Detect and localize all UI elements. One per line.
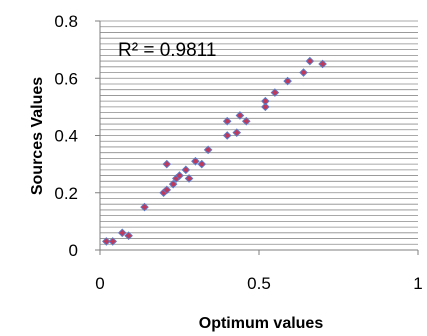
data-point [222, 131, 232, 140]
data-point [203, 145, 213, 155]
data-point [232, 128, 242, 137]
data-point [270, 88, 280, 97]
data-point [117, 228, 127, 238]
y-tick-label: 0.6 [54, 69, 78, 88]
data-points [102, 56, 327, 246]
data-point [261, 96, 270, 106]
y-tick-label: 0 [69, 241, 78, 260]
data-point [124, 231, 133, 240]
data-point [102, 237, 111, 246]
data-point [184, 174, 194, 183]
x-tick-label: 0 [95, 274, 104, 293]
grid-lines [100, 20, 418, 245]
data-point [222, 116, 232, 126]
data-point [261, 102, 270, 112]
data-point [175, 171, 184, 180]
data-point [191, 156, 200, 166]
x-tick-label: 1 [413, 274, 422, 293]
data-point [162, 185, 172, 195]
data-point [140, 202, 149, 212]
r-squared-annotation: R² = 0.9811 [118, 40, 216, 61]
data-point [162, 159, 172, 169]
y-tick-label: 0.2 [54, 184, 78, 203]
axes [95, 20, 419, 255]
data-point [283, 76, 292, 86]
y-axis-title: Sources Values [29, 77, 46, 195]
data-point [241, 116, 251, 126]
data-point [305, 56, 315, 66]
data-point [168, 179, 178, 189]
data-point [318, 59, 327, 69]
data-point [197, 159, 207, 169]
x-tick-label: 0.5 [247, 274, 271, 293]
y-tick-label: 0.8 [54, 12, 78, 31]
tick-labels: 0 0.2 0.4 0.6 0.8 0 0.5 1 [54, 12, 422, 293]
y-tick-label: 0.4 [54, 127, 78, 146]
data-point [235, 111, 245, 120]
data-point [108, 237, 118, 246]
data-point [181, 165, 191, 175]
data-point [299, 68, 308, 77]
x-axis-title: Optimum values [199, 315, 324, 332]
